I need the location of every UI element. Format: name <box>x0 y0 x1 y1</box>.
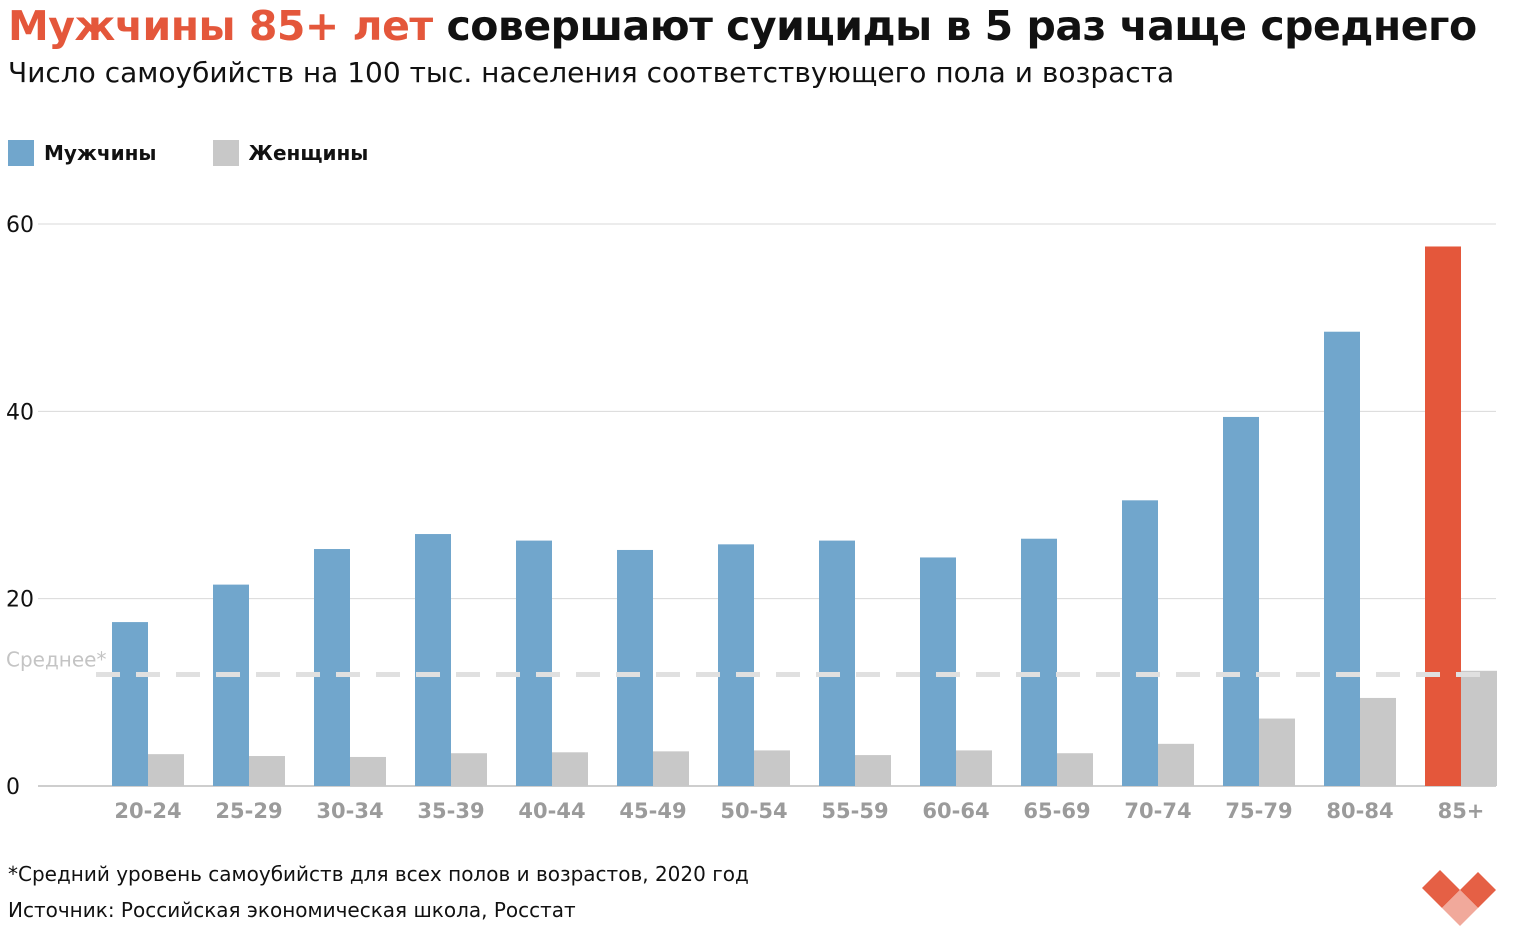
bar-women <box>552 752 588 786</box>
x-tick-label: 85+ <box>1438 799 1485 823</box>
x-tick-label: 35-39 <box>417 799 484 823</box>
bar-women <box>653 751 689 786</box>
bar-men <box>819 540 855 786</box>
title-rest: совершают суициды в 5 раз чаще среднего <box>432 2 1477 50</box>
bar-men <box>516 540 552 786</box>
x-tick-label: 30-34 <box>316 799 383 823</box>
y-tick-label: 0 <box>6 775 20 800</box>
bar-men <box>213 584 249 786</box>
y-tick-label: 60 <box>6 213 34 238</box>
bar-men <box>1021 538 1057 786</box>
bar-women <box>249 756 285 786</box>
footnote: *Средний уровень самоубийств для всех по… <box>8 862 749 886</box>
source-note: Источник: Российская экономическая школа… <box>8 898 576 922</box>
bar-men <box>1324 331 1360 786</box>
bar-women <box>956 750 992 786</box>
bar-men <box>1425 246 1461 787</box>
bar-women <box>1158 743 1194 786</box>
bar-men <box>112 622 148 786</box>
x-tick-label: 65-69 <box>1023 799 1090 823</box>
legend-label-men: Мужчины <box>44 141 157 165</box>
x-tick-label: 55-59 <box>821 799 888 823</box>
bar-men <box>1223 416 1259 786</box>
x-tick-label: 40-44 <box>518 799 585 823</box>
y-tick-label: 20 <box>6 588 34 613</box>
bar-women <box>855 755 891 786</box>
x-tick-label: 45-49 <box>619 799 686 823</box>
bar-women <box>1461 670 1497 786</box>
bar-women <box>1259 718 1295 786</box>
bar-women <box>148 754 184 786</box>
x-tick-label: 75-79 <box>1225 799 1292 823</box>
x-tick-label: 25-29 <box>215 799 282 823</box>
bar-chart: 0 20 40 60 20-24 25-29 30-34 35-39 40-44 45-49 50-… <box>6 213 1497 823</box>
bar-men <box>314 549 350 786</box>
bar-men <box>415 534 451 786</box>
x-tick-label: 80-84 <box>1326 799 1393 823</box>
bar-women <box>1360 697 1396 786</box>
x-tick-label: 70-74 <box>1124 799 1191 823</box>
legend-swatch-men <box>8 140 34 166</box>
x-tick-label: 20-24 <box>114 799 181 823</box>
chart-title: Мужчины 85+ лет совершают суициды в 5 ра… <box>8 2 1477 50</box>
legend-item-women: Женщины <box>212 140 369 166</box>
hearts-logo-icon <box>1422 870 1496 926</box>
title-accent: Мужчины 85+ лет <box>8 2 433 50</box>
bar-women <box>451 753 487 786</box>
bar-men <box>718 544 754 786</box>
legend: Мужчины Женщины <box>8 140 424 166</box>
bar-men <box>920 557 956 786</box>
chart-subtitle: Число самоубийств на 100 тыс. населения … <box>8 56 1175 89</box>
bar-women <box>350 756 386 786</box>
y-tick-label: 40 <box>6 400 34 425</box>
bar-men <box>1122 500 1158 786</box>
bar-men <box>617 549 653 786</box>
average-label: Среднее* <box>6 648 106 672</box>
bar-women <box>754 750 790 786</box>
legend-label-women: Женщины <box>248 141 369 165</box>
bar-women <box>1057 753 1093 786</box>
legend-swatch-women <box>212 140 239 166</box>
x-tick-label: 50-54 <box>720 799 787 823</box>
legend-item-men: Мужчины <box>8 140 157 166</box>
x-tick-label: 60-64 <box>922 799 989 823</box>
